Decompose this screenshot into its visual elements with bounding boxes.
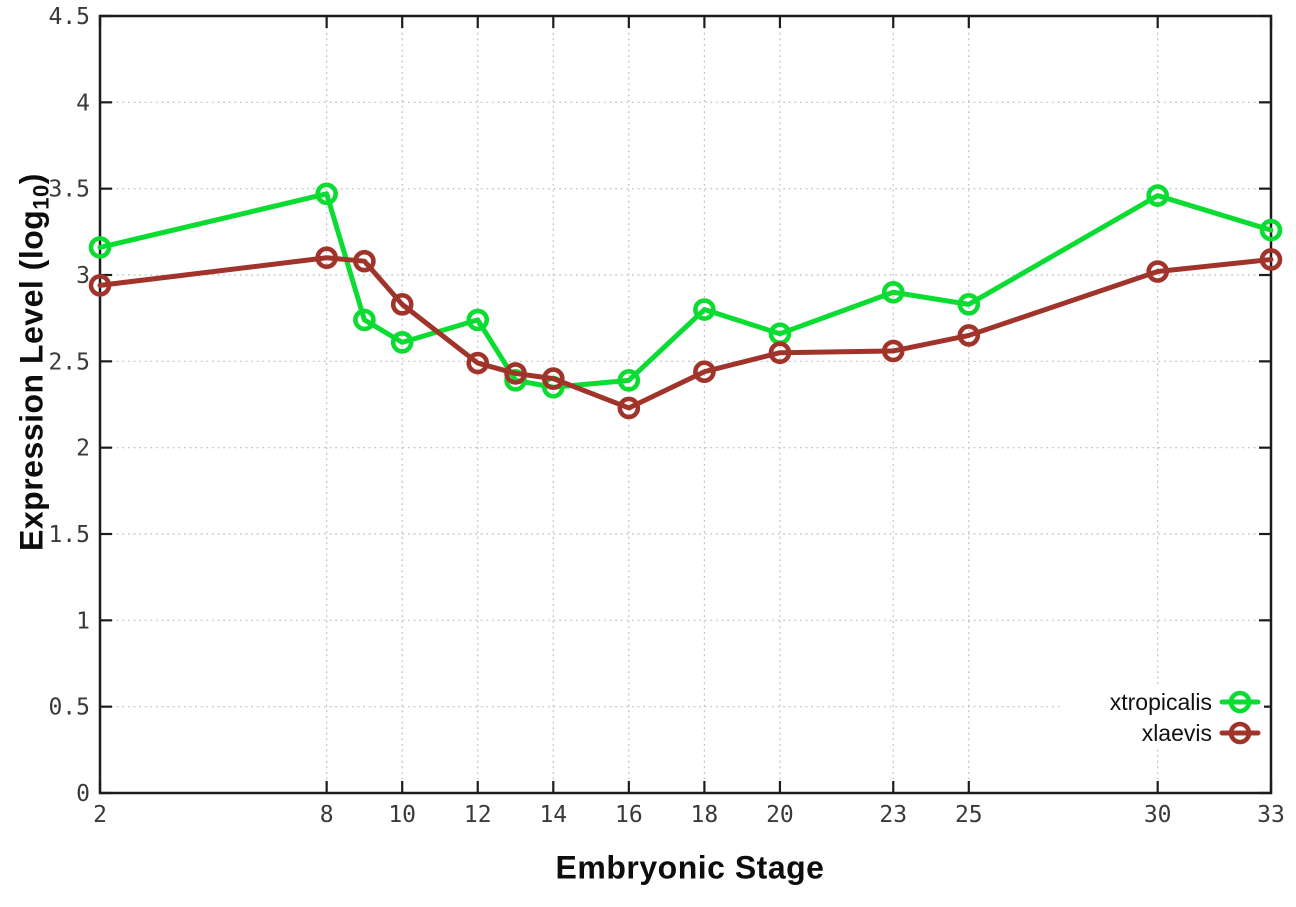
x-axis-title: Embryonic Stage: [555, 849, 825, 886]
x-tick-label: 16: [615, 802, 643, 828]
y-tick-label: 2: [76, 436, 90, 462]
x-tick-label: 33: [1257, 802, 1285, 828]
marker-xtropicalis: [88, 236, 112, 259]
marker-xtropicalis: [693, 298, 716, 321]
marker-xlaevis: [617, 396, 641, 420]
y-tick-label: 0.5: [48, 695, 90, 721]
marker-xlaevis: [768, 341, 792, 365]
y-tick-label: 0: [76, 781, 90, 807]
marker-xtropicalis: [353, 308, 376, 332]
marker-xlaevis: [1146, 260, 1169, 283]
series-line-xlaevis: [97, 255, 1274, 411]
marker-xlaevis: [504, 362, 527, 385]
y-tick-label: 2.5: [48, 349, 90, 375]
y-tick-label: 1: [76, 608, 90, 634]
y-tick-label: 4.5: [48, 4, 90, 30]
marker-xlaevis: [541, 367, 565, 390]
marker-xlaevis: [466, 351, 490, 375]
marker-xtropicalis: [315, 182, 338, 206]
marker-xlaevis: [881, 339, 905, 363]
marker-xtropicalis: [390, 331, 414, 354]
marker-xlaevis: [315, 246, 338, 270]
marker-xtropicalis: [957, 293, 981, 316]
marker-xtropicalis: [881, 280, 905, 304]
legend-marker-icon-xtropicalis: [1228, 690, 1252, 714]
marker-xlaevis: [353, 249, 376, 273]
legend-label-xtropicalis: xtropicalis: [1110, 689, 1212, 715]
x-tick-label: 25: [955, 802, 983, 828]
y-tick-label: 1.5: [48, 522, 90, 548]
x-tick-label: 30: [1144, 802, 1172, 828]
marker-xtropicalis: [1146, 184, 1169, 207]
y-axis-title-subscript: 10: [28, 184, 54, 210]
x-tick-label: 10: [388, 802, 416, 828]
y-axis-title-text: Expression Level (log: [13, 209, 50, 551]
y-tick-label: 3: [76, 263, 90, 289]
marker-xtropicalis: [617, 369, 641, 392]
marker-xlaevis: [1259, 248, 1283, 271]
x-tick-label: 18: [691, 802, 719, 828]
marker-xlaevis: [957, 324, 981, 347]
marker-xlaevis: [390, 293, 414, 316]
x-tick-label: 8: [320, 802, 334, 828]
marker-xtropicalis: [466, 308, 490, 332]
x-tick-label: 12: [464, 802, 492, 828]
x-tick-label: 2: [93, 802, 107, 828]
plot-border: [98, 14, 1273, 795]
y-tick-label: 3.5: [48, 177, 90, 203]
y-tick-label: 4: [76, 90, 90, 116]
x-tick-label: 20: [766, 802, 794, 828]
marker-xtropicalis: [1259, 218, 1283, 242]
x-tick-label: 14: [539, 802, 567, 828]
y-axis-title-suffix: ): [13, 173, 50, 185]
y-axis-title: Expression Level (log10): [14, 173, 55, 551]
legend-label-xlaevis: xlaevis: [1142, 720, 1212, 746]
marker-xlaevis: [693, 360, 716, 383]
marker-xlaevis: [88, 274, 112, 297]
x-tick-label: 23: [879, 802, 907, 828]
legend-marker-icon-xlaevis: [1228, 721, 1252, 745]
